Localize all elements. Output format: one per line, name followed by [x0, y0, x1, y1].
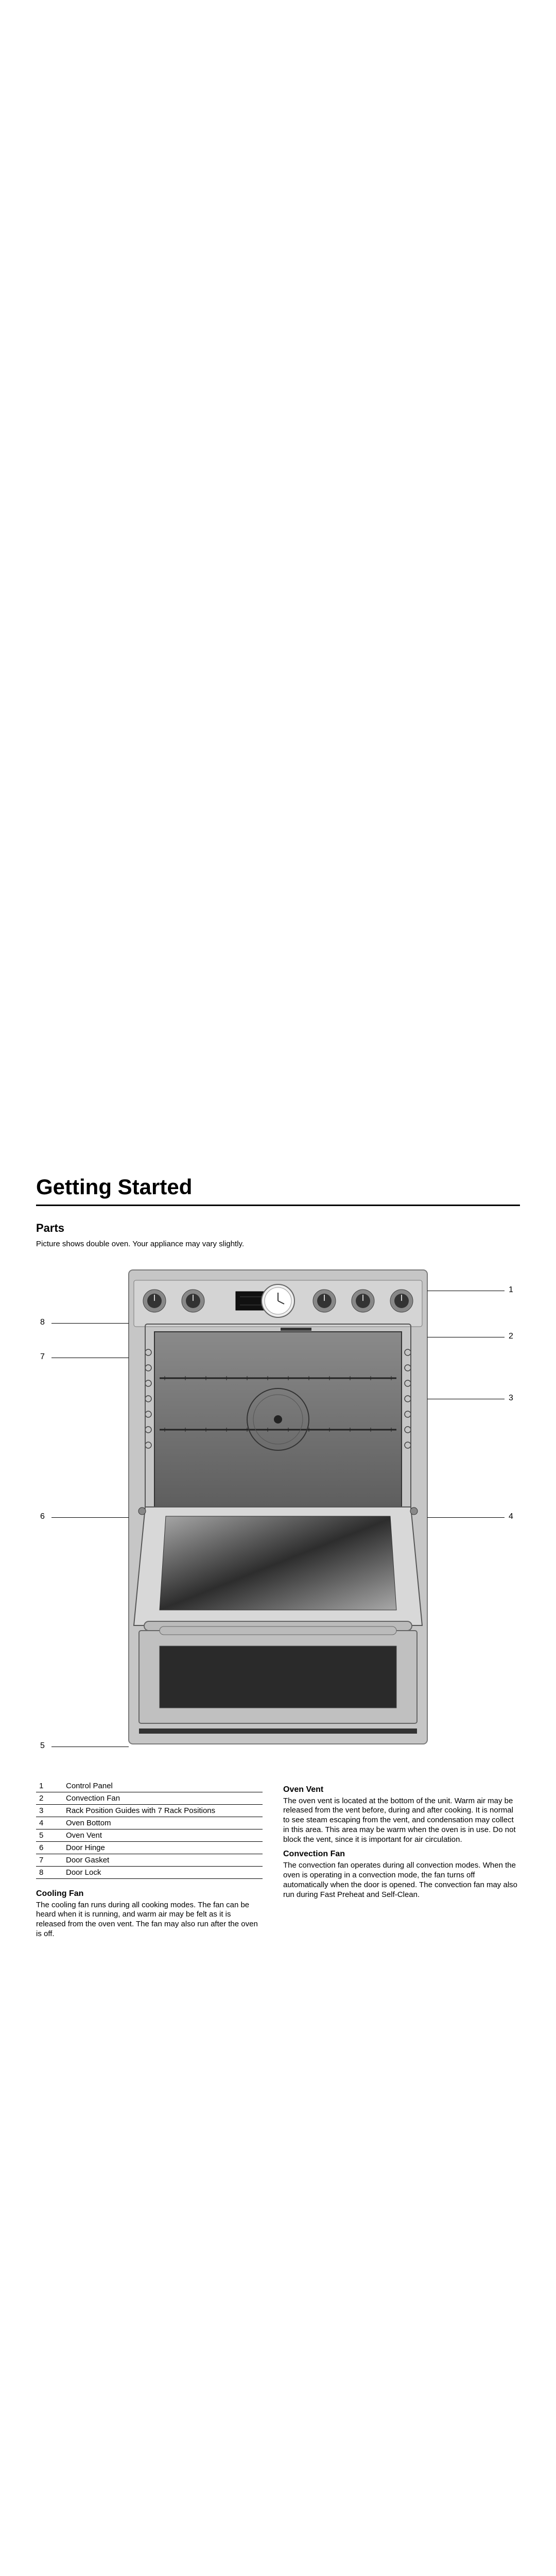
part-number-cell: 5	[36, 1829, 63, 1841]
part-number-cell: 3	[36, 1804, 63, 1817]
part-number-cell: 7	[36, 1854, 63, 1866]
part-label-cell: Oven Bottom	[63, 1817, 263, 1829]
table-row: 2Convection Fan	[36, 1792, 263, 1804]
table-row: 8Door Lock	[36, 1866, 263, 1878]
table-row: 6Door Hinge	[36, 1841, 263, 1854]
part-label-cell: Convection Fan	[63, 1792, 263, 1804]
table-row: 1Control Panel	[36, 1780, 263, 1792]
oven-illustration	[98, 1260, 458, 1754]
left-column: 1Control Panel2Convection Fan3Rack Posit…	[36, 1780, 263, 1939]
oven-vent-heading: Oven Vent	[283, 1785, 520, 1794]
bottom-whitespace	[0, 1970, 556, 2576]
callout-number: 2	[509, 1332, 513, 1341]
part-label-cell: Control Panel	[63, 1780, 263, 1792]
page-title: Getting Started	[36, 1175, 520, 1206]
oven-diagram: 1 2 3 4 5 6 7 8	[36, 1260, 520, 1765]
section-subtitle: Picture shows double oven. Your applianc…	[36, 1239, 520, 1249]
cooling-fan-heading: Cooling Fan	[36, 1889, 263, 1899]
part-label-cell: Door Lock	[63, 1866, 263, 1878]
callout-line	[427, 1517, 505, 1518]
top-whitespace	[0, 0, 556, 1144]
callout-number: 8	[40, 1318, 45, 1327]
callout-number: 5	[40, 1741, 45, 1751]
oven-vent-text: The oven vent is located at the bottom o…	[283, 1797, 520, 1845]
callout-number: 3	[509, 1394, 513, 1403]
part-label-cell: Oven Vent	[63, 1829, 263, 1841]
part-label-cell: Door Gasket	[63, 1854, 263, 1866]
table-row: 7Door Gasket	[36, 1854, 263, 1866]
callout-number: 4	[509, 1512, 513, 1521]
table-row: 4Oven Bottom	[36, 1817, 263, 1829]
right-column: Oven Vent The oven vent is located at th…	[283, 1780, 520, 1939]
convection-fan-text: The convection fan operates during all c…	[283, 1861, 520, 1900]
part-number-cell: 6	[36, 1841, 63, 1854]
convection-fan-heading: Convection Fan	[283, 1850, 520, 1859]
parts-table: 1Control Panel2Convection Fan3Rack Posit…	[36, 1780, 263, 1879]
part-label-cell: Door Hinge	[63, 1841, 263, 1854]
part-number-cell: 2	[36, 1792, 63, 1804]
callout-line	[51, 1323, 129, 1324]
part-label-cell: Rack Position Guides with 7 Rack Positio…	[63, 1804, 263, 1817]
part-number-cell: 4	[36, 1817, 63, 1829]
callout-number: 1	[509, 1285, 513, 1295]
table-row: 5Oven Vent	[36, 1829, 263, 1841]
callout-number: 7	[40, 1352, 45, 1362]
table-row: 3Rack Position Guides with 7 Rack Positi…	[36, 1804, 263, 1817]
page-root: Getting Started Parts Picture shows doub…	[0, 0, 556, 2576]
part-number-cell: 8	[36, 1866, 63, 1878]
section-heading: Parts	[36, 1222, 520, 1235]
cooling-fan-text: The cooling fan runs during all cooking …	[36, 1901, 263, 1939]
columns: 1Control Panel2Convection Fan3Rack Posit…	[36, 1780, 520, 1939]
page-content: Getting Started Parts Picture shows doub…	[0, 1144, 556, 1970]
callout-number: 6	[40, 1512, 45, 1521]
callout-line	[51, 1517, 129, 1518]
part-number-cell: 1	[36, 1780, 63, 1792]
